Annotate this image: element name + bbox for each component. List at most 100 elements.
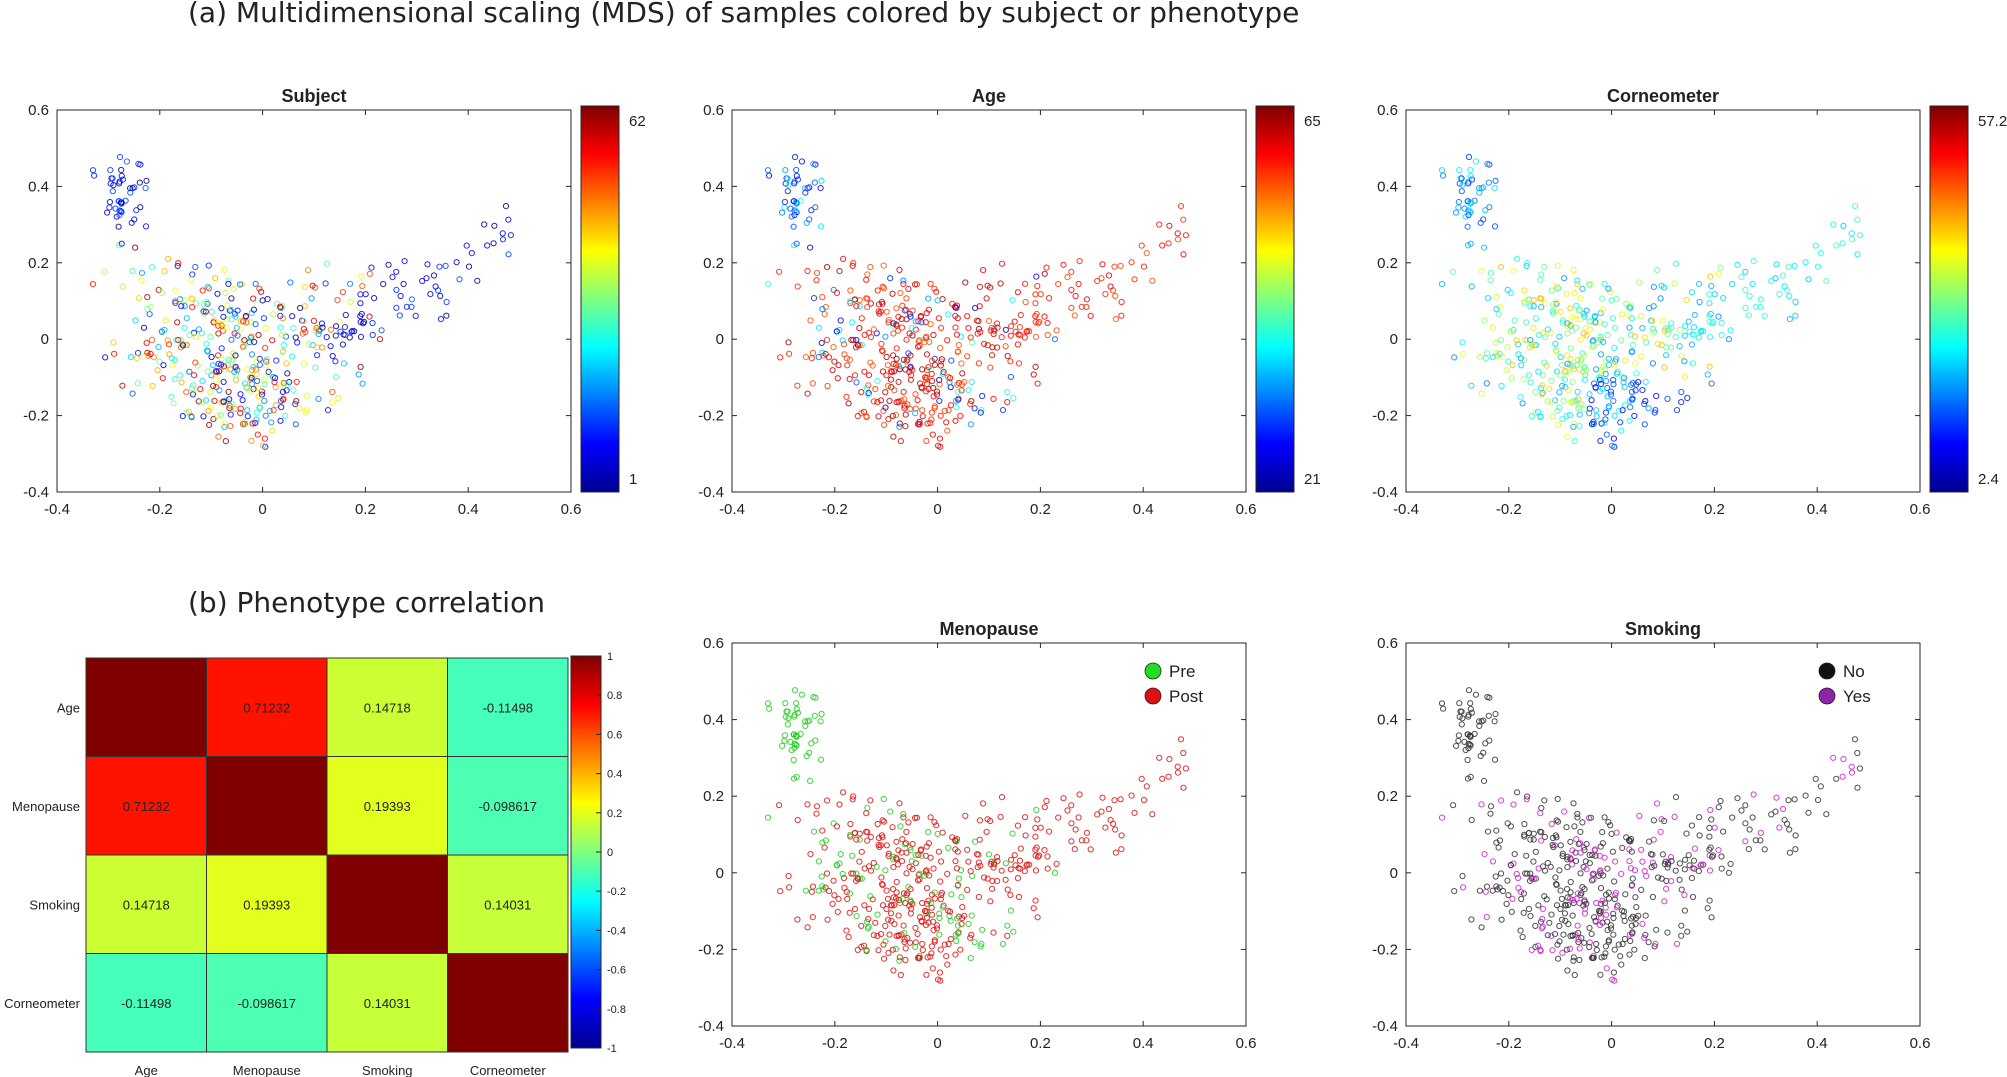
data-point xyxy=(1557,353,1564,361)
plot-area xyxy=(1405,109,1921,493)
data-point xyxy=(200,413,207,420)
data-point xyxy=(952,397,960,404)
data-point xyxy=(171,376,178,383)
data-point xyxy=(1053,860,1060,868)
x-tick-label: -0.2 xyxy=(822,501,848,518)
data-point xyxy=(954,848,961,855)
data-point xyxy=(1571,289,1578,297)
data-point xyxy=(912,410,919,417)
data-point xyxy=(1453,742,1460,750)
data-point xyxy=(272,402,279,409)
data-point xyxy=(1032,291,1039,298)
data-point xyxy=(889,290,896,297)
data-point xyxy=(1586,851,1593,859)
data-point xyxy=(1683,297,1690,304)
data-point xyxy=(1034,914,1041,921)
data-point xyxy=(898,858,906,865)
data-point xyxy=(1856,765,1864,772)
data-point xyxy=(1607,925,1615,932)
data-point xyxy=(1588,930,1595,938)
data-point xyxy=(867,300,875,307)
data-point xyxy=(1599,840,1607,847)
data-point xyxy=(127,185,134,192)
data-point xyxy=(202,397,210,404)
data-point xyxy=(954,381,961,388)
data-point xyxy=(927,953,934,960)
data-point xyxy=(129,390,136,397)
data-point xyxy=(1537,946,1544,954)
data-point xyxy=(1521,831,1528,838)
data-point xyxy=(239,397,246,404)
data-point xyxy=(998,867,1005,874)
data-point xyxy=(1757,829,1765,836)
data-point xyxy=(900,280,907,287)
heatmap-cell-label: 0.19393 xyxy=(364,799,411,814)
data-point xyxy=(885,916,892,923)
data-point xyxy=(954,349,961,356)
data-point xyxy=(937,412,944,419)
data-point xyxy=(1592,918,1599,925)
data-point xyxy=(1485,179,1492,186)
data-point xyxy=(465,263,473,270)
data-point xyxy=(819,827,826,834)
data-point xyxy=(1035,853,1042,860)
data-point xyxy=(818,177,825,184)
data-point xyxy=(928,357,936,365)
data-point xyxy=(1696,280,1703,287)
data-point xyxy=(368,264,375,271)
data-point xyxy=(1460,884,1467,891)
data-point xyxy=(1792,832,1799,839)
data-point xyxy=(785,339,792,346)
data-point xyxy=(133,355,140,362)
data-point xyxy=(225,356,232,363)
data-point xyxy=(244,413,251,420)
data-point xyxy=(1468,283,1475,290)
data-point xyxy=(133,207,140,214)
data-point xyxy=(912,924,919,932)
data-point xyxy=(1605,404,1612,411)
data-point xyxy=(225,277,232,284)
data-point xyxy=(336,318,343,325)
data-point xyxy=(1681,373,1689,380)
data-point xyxy=(1521,820,1528,828)
data-point xyxy=(958,387,965,394)
data-point xyxy=(1573,836,1580,843)
data-point xyxy=(1438,281,1446,288)
data-point xyxy=(1520,356,1528,363)
heatmap-cell xyxy=(85,657,207,757)
data-point xyxy=(1071,846,1078,853)
data-point xyxy=(893,878,900,886)
data-point xyxy=(840,874,848,882)
data-point xyxy=(258,388,266,395)
data-point xyxy=(1597,351,1605,358)
data-point xyxy=(1623,300,1630,307)
data-point xyxy=(936,381,943,388)
data-point xyxy=(877,308,885,315)
data-point xyxy=(846,376,853,383)
data-point xyxy=(1576,306,1584,313)
data-point xyxy=(912,814,919,822)
data-point xyxy=(324,407,332,414)
data-point xyxy=(909,307,916,314)
data-point xyxy=(1068,838,1075,845)
data-point xyxy=(777,888,784,895)
data-point xyxy=(1468,816,1475,824)
data-point xyxy=(1628,915,1635,922)
colorbar-tick-label: -0.4 xyxy=(607,925,626,937)
heatmap-col-label: Menopause xyxy=(233,1063,301,1077)
data-point xyxy=(879,283,886,290)
data-point xyxy=(889,824,896,831)
data-point xyxy=(323,334,330,341)
data-point xyxy=(1718,865,1725,872)
data-point xyxy=(322,280,329,287)
data-point xyxy=(880,285,888,292)
data-point xyxy=(1008,323,1015,330)
data-point xyxy=(1118,298,1125,306)
data-point xyxy=(972,838,979,845)
data-point xyxy=(912,318,919,325)
data-point xyxy=(968,912,975,919)
data-point xyxy=(1697,328,1704,335)
data-point xyxy=(1465,713,1472,720)
data-point xyxy=(1036,318,1043,326)
data-point xyxy=(880,407,887,414)
